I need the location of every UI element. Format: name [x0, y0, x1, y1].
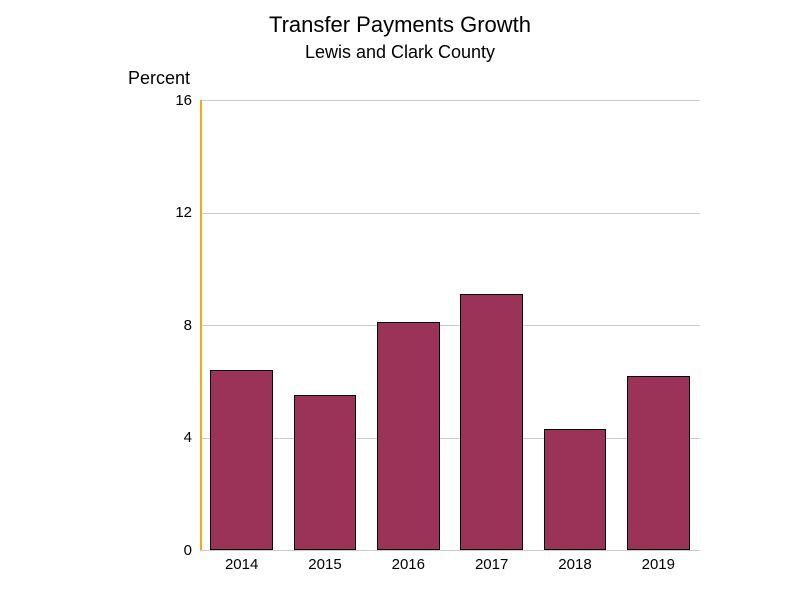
gridline [200, 325, 700, 326]
bar [627, 376, 690, 550]
xtick-label: 2014 [200, 556, 283, 573]
chart-container: Transfer Payments Growth Lewis and Clark… [0, 0, 800, 600]
gridline [200, 100, 700, 101]
ytick-label: 16 [152, 92, 192, 109]
x-axis-line [200, 550, 700, 551]
xtick-label: 2018 [533, 556, 616, 573]
ytick-label: 12 [152, 204, 192, 221]
ytick-label: 8 [152, 317, 192, 334]
bar [460, 294, 523, 550]
y-axis-line [200, 100, 202, 550]
chart-title: Transfer Payments Growth [0, 12, 800, 38]
bar [210, 370, 273, 550]
ytick-label: 0 [152, 542, 192, 559]
plot-area [200, 100, 700, 550]
xtick-label: 2015 [283, 556, 366, 573]
ytick-label: 4 [152, 429, 192, 446]
bar [294, 395, 357, 550]
gridline [200, 213, 700, 214]
xtick-label: 2016 [367, 556, 450, 573]
xtick-label: 2019 [617, 556, 700, 573]
y-axis-label: Percent [128, 68, 190, 89]
bar [544, 429, 607, 550]
xtick-label: 2017 [450, 556, 533, 573]
bar [377, 322, 440, 550]
chart-subtitle: Lewis and Clark County [0, 42, 800, 63]
gridline [200, 438, 700, 439]
